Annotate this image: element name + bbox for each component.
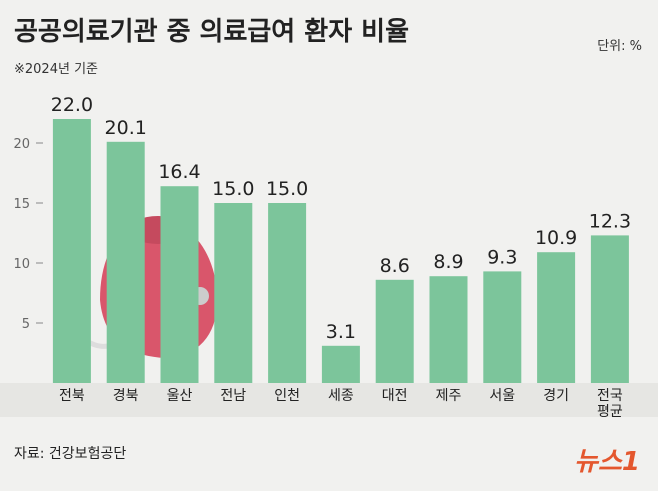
x-tick-label: 울산 [166,388,193,404]
chart-title: 공공의료기관 중 의료급여 환자 비율 [14,17,409,47]
x-tick-label: 전국 평균 [597,388,623,420]
value-label: 20.1 [105,117,147,139]
bar [429,276,468,383]
value-label: 12.3 [589,210,631,232]
value-label: 16.4 [158,161,200,183]
bar [52,119,91,383]
bar [106,141,145,383]
x-tick-label: 경기 [543,388,569,404]
source: 자료: 건강보험공단 [14,446,126,462]
value-label: 3.1 [326,321,356,343]
x-tick-label: 경북 [112,388,139,404]
y-tick-label: 20 [13,137,30,152]
value-label: 10.9 [535,227,577,249]
value-label: 22.0 [51,94,93,116]
value-label: 15.0 [266,178,308,200]
bar [483,271,522,383]
bar [537,252,576,383]
y-tick-label: 15 [13,197,30,212]
axis-band [0,383,658,417]
x-tick-label: 대전 [381,388,408,404]
value-label: 9.3 [487,246,517,268]
value-label: 8.6 [380,255,410,277]
bar [160,186,199,383]
unit: 단위: % [597,39,642,54]
bar [375,279,414,383]
y-tick-label: 10 [13,257,30,272]
x-tick-label: 세종 [328,388,354,404]
x-tick-label: 전북 [59,388,85,404]
x-tick-label: 제주 [435,388,462,404]
subtitle: ※2024년 기준 [14,62,98,77]
bar [590,235,629,383]
bar [321,345,360,383]
y-tick-label: 5 [22,317,30,332]
value-label: 15.0 [212,178,254,200]
x-tick-label: 전남 [220,388,247,404]
x-tick-label: 서울 [489,388,516,404]
bar [214,203,253,383]
value-label: 8.9 [433,251,463,273]
x-tick-label: 인천 [274,388,300,404]
bar [268,203,307,383]
brand: 뉴스1 [574,447,640,477]
